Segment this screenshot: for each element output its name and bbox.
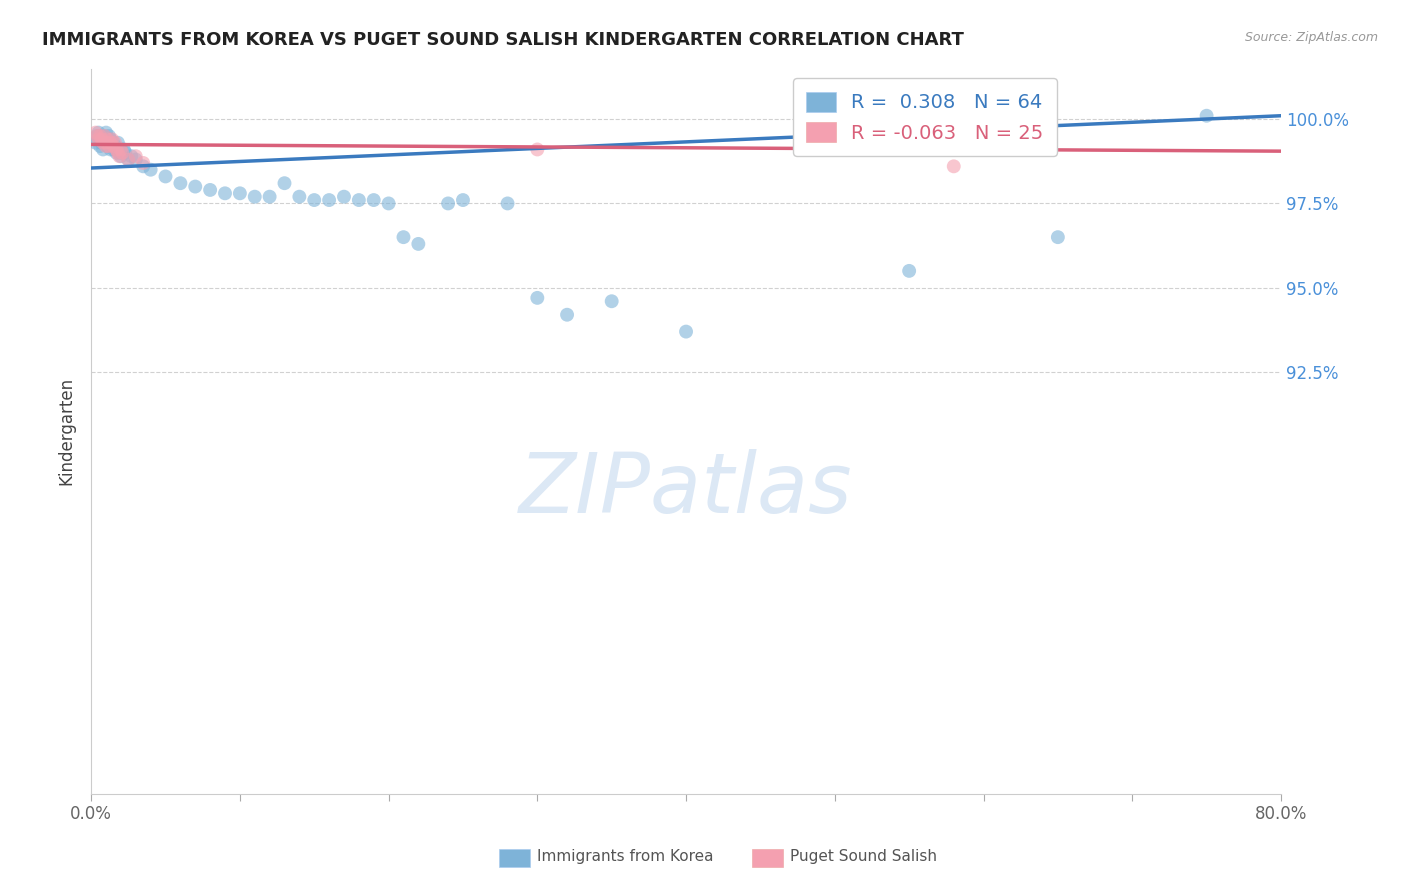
Point bbox=[89, 139, 111, 153]
Point bbox=[555, 308, 578, 322]
Point bbox=[101, 132, 124, 146]
Point bbox=[94, 136, 117, 150]
Point bbox=[87, 132, 110, 146]
Point bbox=[198, 183, 221, 197]
Point bbox=[103, 143, 125, 157]
Point bbox=[91, 132, 114, 146]
Text: Source: ZipAtlas.com: Source: ZipAtlas.com bbox=[1244, 31, 1378, 45]
Point bbox=[117, 153, 139, 167]
Point bbox=[98, 128, 121, 143]
Point bbox=[526, 291, 548, 305]
Point bbox=[117, 153, 139, 167]
Point bbox=[98, 136, 121, 150]
Point bbox=[104, 139, 127, 153]
Point bbox=[104, 136, 127, 150]
Point bbox=[600, 294, 623, 309]
Point bbox=[100, 136, 122, 150]
Point bbox=[93, 128, 115, 143]
Point bbox=[108, 145, 131, 160]
Point bbox=[94, 139, 117, 153]
Text: Immigrants from Korea: Immigrants from Korea bbox=[537, 849, 714, 864]
Point bbox=[110, 143, 132, 157]
Point bbox=[90, 132, 112, 146]
Point bbox=[363, 193, 385, 207]
Point bbox=[259, 190, 281, 204]
Point bbox=[229, 186, 252, 201]
Point bbox=[125, 153, 148, 167]
Point bbox=[110, 143, 132, 157]
Point bbox=[526, 143, 548, 157]
Point bbox=[111, 145, 134, 160]
Point bbox=[318, 193, 340, 207]
Point bbox=[132, 159, 155, 173]
Point bbox=[94, 126, 117, 140]
Point bbox=[107, 143, 129, 157]
Point bbox=[139, 162, 162, 177]
Point bbox=[451, 193, 474, 207]
Point bbox=[112, 143, 135, 157]
Point bbox=[1195, 109, 1218, 123]
Text: Puget Sound Salish: Puget Sound Salish bbox=[790, 849, 938, 864]
Point bbox=[91, 143, 114, 157]
Point bbox=[169, 176, 191, 190]
Point bbox=[243, 190, 266, 204]
Point bbox=[96, 132, 118, 146]
Point bbox=[98, 139, 121, 153]
Point bbox=[288, 190, 311, 204]
Point bbox=[100, 143, 122, 157]
Point bbox=[89, 128, 111, 143]
Text: IMMIGRANTS FROM KOREA VS PUGET SOUND SALISH KINDERGARTEN CORRELATION CHART: IMMIGRANTS FROM KOREA VS PUGET SOUND SAL… bbox=[42, 31, 965, 49]
Point bbox=[93, 128, 115, 143]
Point bbox=[347, 193, 370, 207]
Point bbox=[107, 145, 129, 160]
Point bbox=[90, 136, 112, 150]
Point bbox=[392, 230, 415, 244]
Y-axis label: Kindergarten: Kindergarten bbox=[58, 377, 75, 485]
Point bbox=[125, 149, 148, 163]
Point bbox=[86, 128, 108, 143]
Point bbox=[96, 132, 118, 146]
Point bbox=[496, 196, 519, 211]
Point bbox=[84, 136, 107, 150]
Point bbox=[132, 156, 155, 170]
Point bbox=[120, 149, 142, 163]
Point bbox=[103, 139, 125, 153]
Point bbox=[96, 139, 118, 153]
Point bbox=[214, 186, 236, 201]
Point bbox=[103, 136, 125, 150]
Point bbox=[155, 169, 177, 184]
Point bbox=[184, 179, 207, 194]
Point bbox=[1046, 230, 1069, 244]
Point bbox=[101, 139, 124, 153]
Point bbox=[87, 132, 110, 146]
Point bbox=[408, 236, 430, 251]
Point bbox=[105, 143, 128, 157]
Point bbox=[333, 190, 356, 204]
Point bbox=[91, 136, 114, 150]
Point bbox=[437, 196, 460, 211]
Point bbox=[675, 325, 697, 339]
Point bbox=[302, 193, 325, 207]
Point bbox=[87, 126, 110, 140]
Point bbox=[377, 196, 399, 211]
Point bbox=[942, 159, 965, 173]
Point bbox=[108, 149, 131, 163]
Legend: R =  0.308   N = 64, R = -0.063   N = 25: R = 0.308 N = 64, R = -0.063 N = 25 bbox=[793, 78, 1057, 156]
Point bbox=[89, 128, 111, 143]
Point bbox=[84, 126, 107, 140]
Point bbox=[110, 149, 132, 163]
Point bbox=[111, 145, 134, 160]
Point bbox=[105, 145, 128, 160]
Point bbox=[114, 145, 136, 160]
Point bbox=[86, 128, 108, 143]
Point bbox=[107, 136, 129, 150]
Point bbox=[94, 136, 117, 150]
Text: ZIPatlas: ZIPatlas bbox=[519, 449, 853, 530]
Point bbox=[273, 176, 295, 190]
Point bbox=[100, 132, 122, 146]
Point bbox=[898, 264, 921, 278]
